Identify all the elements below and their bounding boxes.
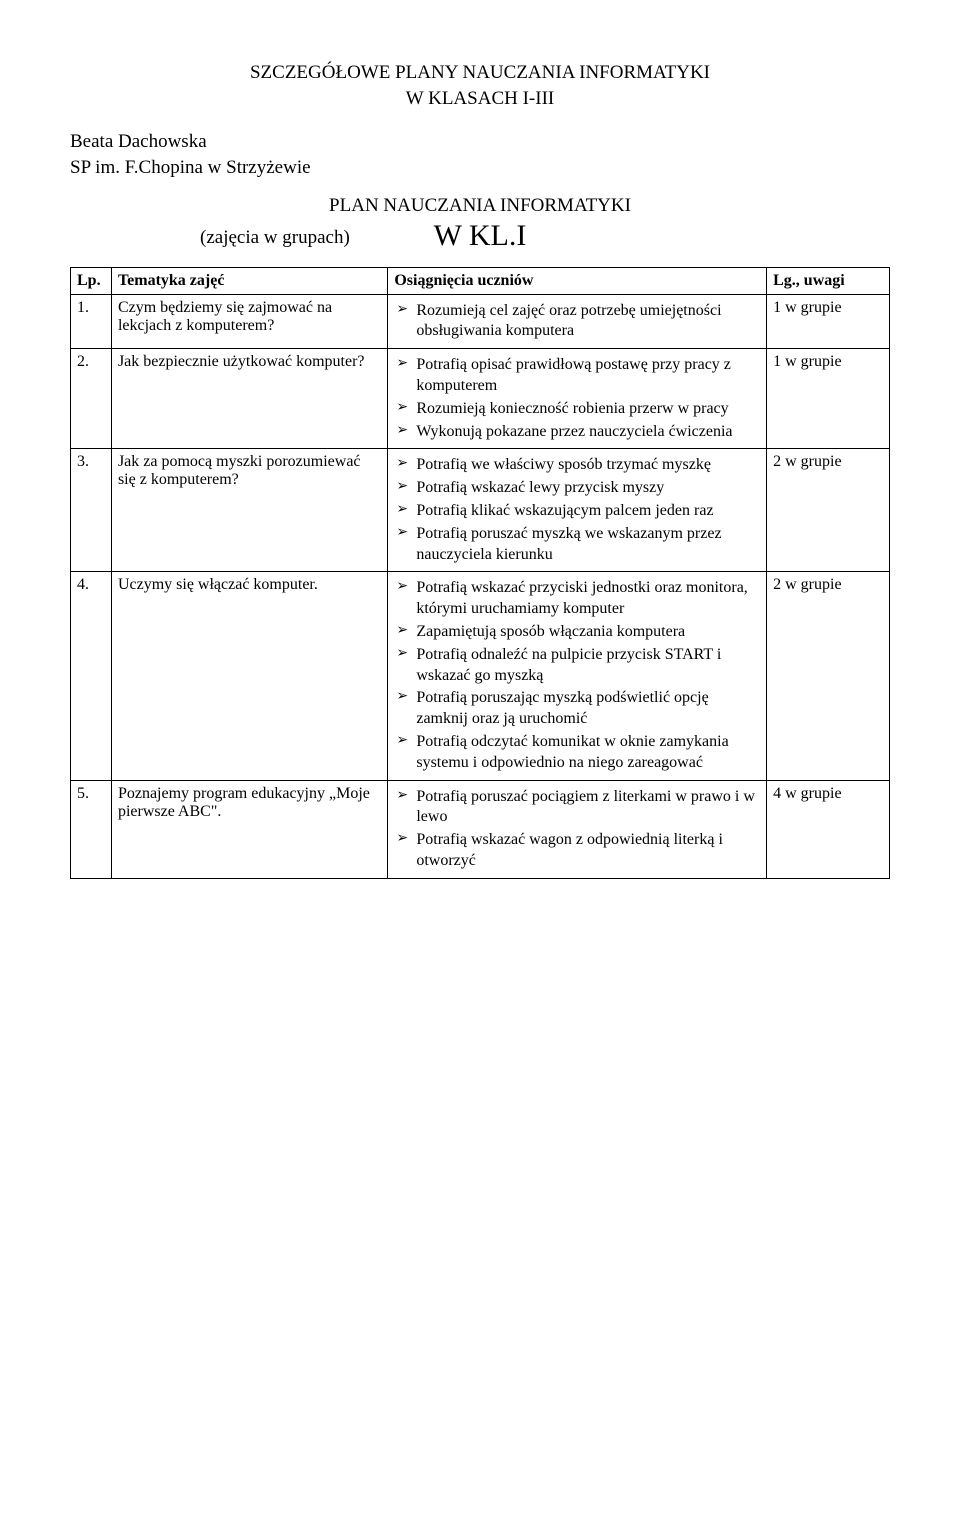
outcome-item: Potrafią opisać prawidłową postawę przy … (394, 355, 760, 397)
outcomes-list: Potrafią poruszać pociągiem z literkami … (394, 787, 760, 872)
cell-notes: 2 w grupie (767, 449, 890, 572)
plan-title: PLAN NAUCZANIA INFORMATYKI (70, 195, 890, 217)
author-name: Beata Dachowska (70, 129, 890, 155)
outcome-item: Potrafią wskazać wagon z odpowiednią lit… (394, 830, 760, 872)
cell-outcomes: Potrafią opisać prawidłową postawę przy … (388, 349, 767, 449)
outcome-item: Potrafią poruszać pociągiem z literkami … (394, 787, 760, 829)
plan-note: (zajęcia w grupach) (200, 227, 890, 249)
cell-outcomes: Potrafią wskazać przyciski jednostki ora… (388, 572, 767, 780)
title-line-1: SZCZEGÓŁOWE PLANY NAUCZANIA INFORMATYKI (70, 60, 890, 86)
cell-outcomes: Potrafią we właściwy sposób trzymać mysz… (388, 449, 767, 572)
cell-topic: Poznajemy program edukacyjny „Moje pierw… (111, 780, 387, 878)
cell-lp: 2. (71, 349, 112, 449)
cell-notes: 2 w grupie (767, 572, 890, 780)
outcome-item: Potrafią poruszając myszką podświetlić o… (394, 688, 760, 730)
table-row: 4.Uczymy się włączać komputer.Potrafią w… (71, 572, 890, 780)
cell-lp: 3. (71, 449, 112, 572)
outcome-item: Zapamiętują sposób włączania komputera (394, 622, 760, 643)
cell-topic: Czym będziemy się zajmować na lekcjach z… (111, 294, 387, 349)
document-title-block: SZCZEGÓŁOWE PLANY NAUCZANIA INFORMATYKI … (70, 60, 890, 111)
cell-topic: Jak za pomocą myszki porozumiewać się z … (111, 449, 387, 572)
outcome-item: Potrafią odczytać komunikat w oknie zamy… (394, 732, 760, 774)
outcomes-list: Rozumieją cel zajęć oraz potrzebę umieję… (394, 301, 760, 343)
author-school: SP im. F.Chopina w Strzyżewie (70, 155, 890, 181)
header-lp: Lp. (71, 267, 112, 294)
outcomes-list: Potrafią we właściwy sposób trzymać mysz… (394, 455, 760, 565)
table-row: 2.Jak bezpiecznie użytkować komputer?Pot… (71, 349, 890, 449)
outcome-item: Wykonują pokazane przez nauczyciela ćwic… (394, 422, 760, 443)
table-row: 1.Czym będziemy się zajmować na lekcjach… (71, 294, 890, 349)
cell-outcomes: Potrafią poruszać pociągiem z literkami … (388, 780, 767, 878)
cell-outcomes: Rozumieją cel zajęć oraz potrzebę umieję… (388, 294, 767, 349)
outcome-item: Rozumieją konieczność robienia przerw w … (394, 399, 760, 420)
outcome-item: Potrafią poruszać myszką we wskazanym pr… (394, 524, 760, 566)
header-outcomes: Osiągnięcia uczniów (388, 267, 767, 294)
header-topic: Tematyka zajęć (111, 267, 387, 294)
outcome-item: Potrafią we właściwy sposób trzymać mysz… (394, 455, 760, 476)
cell-topic: Uczymy się włączać komputer. (111, 572, 387, 780)
outcome-item: Potrafią odnaleźć na pulpicie przycisk S… (394, 645, 760, 687)
outcome-item: Potrafią wskazać lewy przycisk myszy (394, 478, 760, 499)
outcome-item: Rozumieją cel zajęć oraz potrzebę umieję… (394, 301, 760, 343)
outcomes-list: Potrafią wskazać przyciski jednostki ora… (394, 578, 760, 773)
cell-topic: Jak bezpiecznie użytkować komputer? (111, 349, 387, 449)
outcome-item: Potrafią wskazać przyciski jednostki ora… (394, 578, 760, 620)
cell-lp: 4. (71, 572, 112, 780)
table-row: 3.Jak za pomocą myszki porozumiewać się … (71, 449, 890, 572)
cell-lp: 5. (71, 780, 112, 878)
curriculum-table: Lp. Tematyka zajęć Osiągnięcia uczniów L… (70, 267, 890, 879)
cell-notes: 1 w grupie (767, 349, 890, 449)
cell-notes: 1 w grupie (767, 294, 890, 349)
table-row: 5.Poznajemy program edukacyjny „Moje pie… (71, 780, 890, 878)
cell-lp: 1. (71, 294, 112, 349)
header-notes: Lg., uwagi (767, 267, 890, 294)
author-block: Beata Dachowska SP im. F.Chopina w Strzy… (70, 129, 890, 180)
cell-notes: 4 w grupie (767, 780, 890, 878)
title-line-2: W KLASACH I-III (70, 86, 890, 112)
table-header-row: Lp. Tematyka zajęć Osiągnięcia uczniów L… (71, 267, 890, 294)
outcomes-list: Potrafią opisać prawidłową postawę przy … (394, 355, 760, 442)
outcome-item: Potrafią klikać wskazującym palcem jeden… (394, 501, 760, 522)
